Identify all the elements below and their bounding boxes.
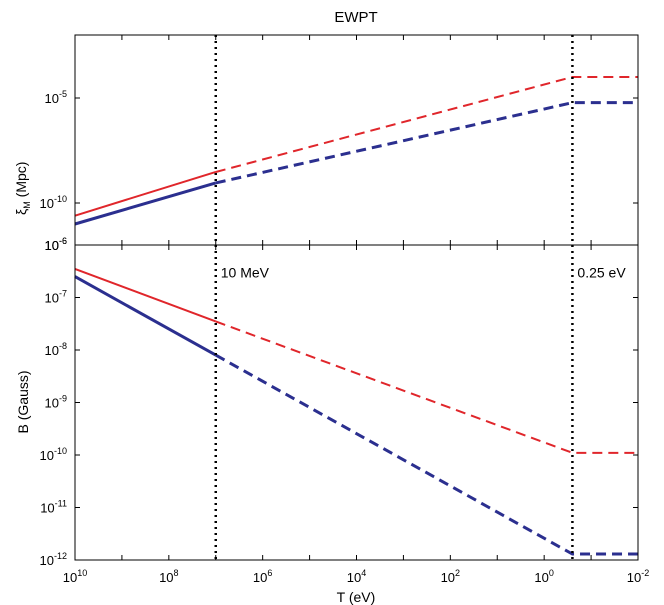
bottom-ytick-group: 10-12 10-11 10-10 10-9 10-8 10-7 10-6 (40, 236, 639, 568)
top-series-group (74, 76, 638, 226)
bottom-ylabel: B (Gauss) (15, 370, 31, 433)
top-plot-frame (74, 34, 639, 246)
y-tick-label: 10-12 (40, 551, 67, 568)
top-vlines-group (214, 35, 574, 245)
bottom-series-group (74, 267, 638, 556)
top-ylabel-sub: M (22, 201, 32, 209)
series-0-dashed-line (215, 320, 638, 454)
series-0-solid-line (74, 171, 217, 217)
x-tick-label: 100 (534, 568, 553, 585)
chart-title: EWPT (334, 9, 377, 26)
series-1-dashed-line (215, 101, 638, 185)
y-tick-label: 10-8 (45, 341, 67, 358)
top-ylabel-main: ξ (13, 209, 29, 215)
y-tick-label: 10-10 (40, 194, 67, 211)
y-tick-label: 10-10 (40, 446, 67, 463)
bottom-plot-frame (74, 244, 639, 561)
annotation-label: 0.25 eV (577, 264, 626, 280)
y-tick-label: 10-5 (45, 89, 67, 106)
top-panel: 10-10 10-5 10-6 ξM (Mpc) (13, 34, 639, 253)
top-ylabel: ξM (Mpc) (13, 162, 32, 215)
y-tick-label: 10-6 (45, 236, 67, 253)
y-tick-label: 10-11 (40, 499, 67, 516)
series-0-solid-line (74, 267, 217, 323)
top-ylabel-tail: (Mpc) (13, 162, 29, 202)
x-tick-label: 102 (441, 568, 460, 585)
series-1-solid-line (74, 181, 217, 226)
x-tick-label: 104 (347, 568, 366, 585)
series-0-dashed-line (215, 76, 638, 173)
series-1-solid-line (74, 275, 217, 357)
y-tick-label: 10-9 (45, 394, 67, 411)
annotation-label: 10 MeV (221, 264, 270, 280)
bottom-xlabel: T (eV) (337, 589, 376, 605)
x-tick-label: 106 (253, 568, 272, 585)
bottom-annotation-group: 10 MeV 0.25 eV (221, 264, 627, 280)
bottom-xtick-group: 1010 108 106 104 102 100 10-2 (63, 568, 649, 585)
y-tick-label: 10-7 (45, 289, 67, 306)
x-tick-label: 108 (159, 568, 178, 585)
x-tick-label: 1010 (63, 568, 87, 585)
y-tick-label: 10-6 (45, 236, 67, 253)
bottom-vlines-group (214, 245, 574, 560)
x-tick-label: 10-2 (627, 568, 649, 585)
series-1-dashed-line (215, 353, 638, 556)
top-ytick-group: 10-10 10-5 10-6 (40, 35, 639, 253)
